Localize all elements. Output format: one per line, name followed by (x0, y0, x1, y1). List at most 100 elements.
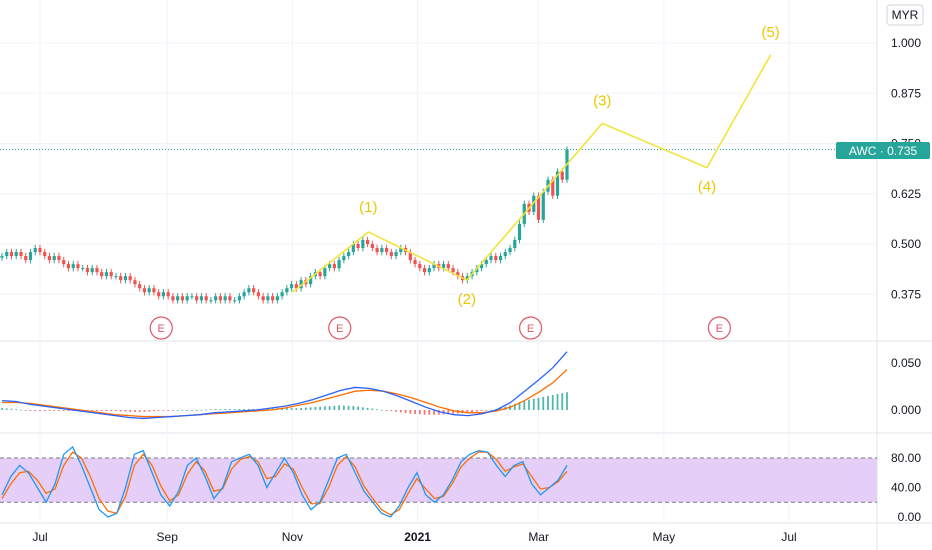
candle-body (299, 280, 303, 289)
price-tick-label: 0.875 (891, 86, 921, 100)
candle-body (513, 239, 517, 249)
macd-histogram-bar (357, 406, 359, 410)
macd-histogram-bar (423, 410, 426, 415)
macd-histogram-bar (266, 408, 269, 410)
macd-histogram-bar (39, 410, 41, 411)
candle-body (119, 276, 123, 281)
wave-label: (1) (359, 199, 377, 216)
macd-histogram-bar (181, 410, 184, 411)
macd-histogram-bar (1, 408, 3, 410)
time-tick-label: Nov (282, 530, 303, 544)
candle-body (233, 300, 237, 302)
candle-body (427, 268, 431, 273)
macd-histogram-bar (485, 410, 488, 411)
earnings-marker-label: E (336, 323, 343, 335)
macd-histogram-bar (214, 409, 217, 410)
candle-body (541, 191, 545, 220)
elliott-wave-labels: (1) (2) (3) (4) (5) (359, 24, 780, 308)
wave-label: (2) (458, 291, 476, 308)
candle-body (5, 252, 9, 257)
candle-body (484, 260, 488, 265)
macd-histogram-bar (224, 409, 227, 410)
macd-histogram-bar (191, 410, 193, 411)
macd-histogram-bar (238, 409, 241, 410)
macd-histogram-bar (437, 410, 440, 415)
macd-histogram-bar (167, 410, 170, 411)
macd-histogram-bar (314, 407, 317, 410)
macd-histogram-bar (124, 410, 127, 412)
candle-body (380, 248, 384, 253)
macd-histogram-bar (418, 410, 421, 415)
macd-histogram-bar (24, 410, 27, 411)
candle-body (104, 272, 109, 277)
candle-body (551, 179, 555, 196)
earnings-marker (518, 316, 543, 340)
macd-histogram-bar (15, 409, 18, 410)
time-tick-label: Sep (157, 530, 179, 544)
candle-body (290, 284, 294, 289)
candle-body (199, 296, 204, 301)
macd-histogram-bar (319, 406, 322, 410)
candle-body (71, 264, 75, 269)
candle-body (465, 276, 469, 281)
stoch-d-line (1, 451, 568, 516)
macd-histogram-bar (153, 410, 155, 412)
macd-histogram-bar (556, 394, 559, 410)
candle-body (176, 296, 180, 301)
macd-histogram-bar (532, 398, 535, 410)
currency-badge[interactable]: MYR (892, 8, 919, 22)
macd-histogram-bar (561, 393, 564, 410)
candle-body (114, 276, 118, 278)
candle-body (237, 296, 241, 301)
macd-line (1, 351, 568, 420)
macd-histogram-bar (58, 410, 60, 411)
candle-body (85, 268, 90, 273)
candle-body (328, 264, 332, 269)
macd-histogram-bar (91, 410, 94, 411)
macd-histogram-bar (480, 410, 483, 412)
price-tag: AWC · 0.735 (849, 144, 918, 158)
candle-body (185, 296, 189, 301)
macd-histogram-bar (43, 410, 46, 411)
candle-body (337, 260, 341, 269)
macd-histogram-bar (247, 409, 250, 410)
candle-body (413, 260, 417, 265)
candle-body (28, 252, 33, 261)
candle-body (432, 264, 436, 269)
stochastic-axis: 80.00 40.00 0.00 (891, 451, 921, 524)
macd-histogram-bar (172, 410, 174, 411)
candle-body (261, 296, 265, 301)
candle-body (161, 292, 166, 297)
macd-tick-label: 0.050 (891, 356, 921, 370)
candle-body (536, 195, 541, 220)
macd-histogram-bar (390, 410, 393, 412)
candle-body (356, 244, 360, 249)
candle-body (62, 260, 66, 265)
time-tick-label: May (652, 530, 675, 544)
candle-body (280, 292, 284, 297)
macd-histogram-bar (490, 409, 492, 411)
macd-histogram-bar (20, 409, 22, 411)
macd-histogram-bar (428, 410, 431, 415)
macd-histogram-bar (518, 402, 521, 410)
stochastic-band (0, 457, 877, 503)
candle-body (309, 276, 313, 285)
earnings-marker-label: E (158, 323, 165, 335)
macd-histogram-bar (399, 410, 402, 413)
candle-body (90, 268, 94, 273)
candle-body (446, 264, 450, 269)
macd-histogram-bar (285, 408, 288, 410)
macd-histogram-bar (233, 409, 236, 410)
candle-body (209, 300, 213, 302)
currency-badge-box[interactable] (886, 4, 924, 26)
macd-histogram-bar (115, 410, 117, 412)
candle-body (0, 256, 4, 258)
earnings-marker-label: E (527, 323, 534, 335)
macd-histogram-bar (328, 406, 331, 410)
candle-body (323, 268, 327, 277)
macd-histogram-bar (96, 410, 98, 411)
candle-body (38, 248, 42, 253)
price-tick-label: 1.000 (891, 36, 921, 50)
